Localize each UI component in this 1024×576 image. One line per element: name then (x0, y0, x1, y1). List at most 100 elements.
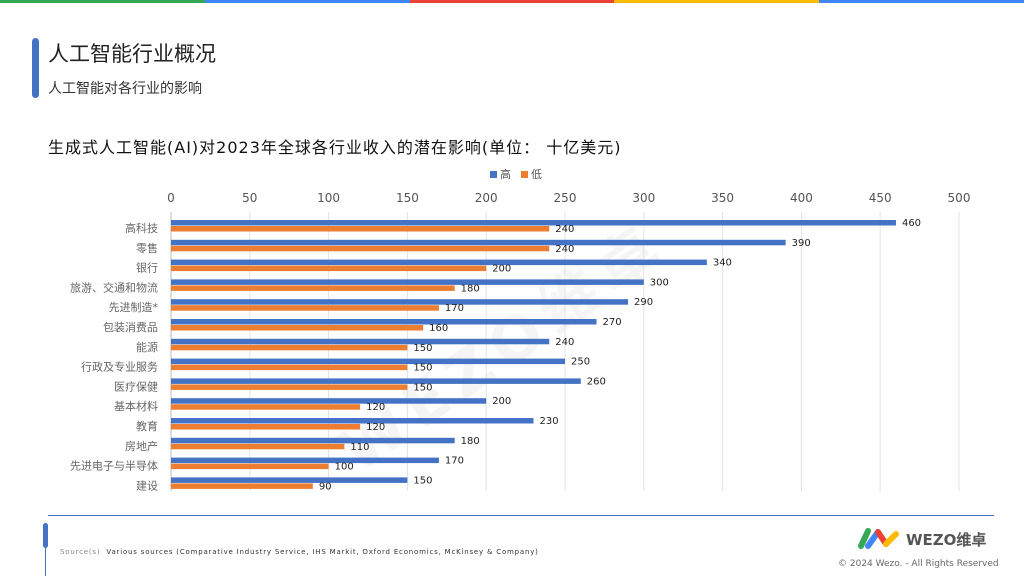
category-label: 高科技 (125, 221, 158, 235)
bar-high (171, 319, 597, 325)
data-label: 170 (445, 303, 464, 314)
category-label: 医疗保健 (114, 379, 158, 393)
logo-mark-icon (858, 528, 899, 549)
bar-low (171, 285, 455, 291)
data-label: 240 (555, 244, 574, 255)
data-label: 180 (461, 283, 480, 294)
data-label: 290 (634, 297, 653, 308)
bar-low (171, 483, 313, 489)
bar-high (171, 418, 534, 424)
category-label: 旅游、交通和物流 (70, 280, 158, 294)
title-accent (32, 38, 39, 98)
data-label: 460 (902, 218, 921, 229)
x-tick-label: 200 (475, 191, 498, 205)
legend-item-low: 低 (521, 166, 542, 182)
top-color-bar (0, 0, 1024, 3)
bar-low (171, 344, 408, 351)
data-label: 340 (713, 258, 732, 269)
data-label: 150 (413, 343, 432, 354)
x-tick-label: 500 (948, 191, 971, 205)
data-label: 240 (555, 337, 574, 348)
x-tick-label: 450 (869, 191, 892, 205)
category-label: 先进制造* (109, 300, 159, 314)
bar-high (171, 220, 896, 226)
page-title: 人工智能行业概况 (48, 42, 216, 66)
x-tick-label: 0 (167, 191, 175, 205)
bar-low (171, 384, 408, 390)
top-bar-segment (409, 0, 615, 3)
data-label: 390 (792, 238, 811, 249)
data-label: 120 (366, 402, 385, 413)
x-tick-label: 100 (317, 191, 340, 205)
top-bar-segment (204, 0, 410, 3)
category-label: 零售 (136, 241, 158, 255)
bar-low (171, 245, 550, 252)
data-label: 150 (413, 475, 432, 486)
bar-low (171, 443, 345, 450)
source-note: Source(s) Various sources (Comparative I… (60, 548, 539, 556)
x-tick-label: 50 (242, 191, 257, 205)
category-label: 教育 (136, 419, 158, 433)
category-label: 能源 (136, 340, 158, 354)
x-tick-label: 350 (711, 191, 734, 205)
bar-high (171, 259, 707, 266)
top-bar-segment (819, 0, 1024, 3)
top-bar-segment (614, 0, 820, 3)
bar-low (171, 364, 408, 371)
bar-low (171, 404, 361, 410)
data-label: 160 (429, 323, 448, 334)
chart-legend: 高 低 (490, 166, 542, 182)
bar-high (171, 299, 629, 305)
bar-high (171, 358, 565, 365)
footer-vline (45, 548, 46, 576)
data-label: 150 (413, 363, 432, 374)
data-label: 200 (492, 396, 511, 407)
category-label: 先进电子与半导体 (70, 459, 158, 473)
chart-title: 生成式人工智能(AI)对2023年全球各行业收入的潜在影响(单位： 十亿美元) (48, 138, 622, 157)
x-tick-label: 150 (396, 191, 419, 205)
data-label: 260 (587, 376, 606, 387)
data-label: 250 (571, 357, 590, 368)
bar-low (171, 463, 329, 470)
page-subtitle: 人工智能对各行业的影响 (48, 81, 202, 97)
category-label: 行政及专业服务 (81, 360, 158, 374)
bar-low (171, 226, 550, 232)
top-bar-segment (0, 0, 205, 3)
wezo-logo: WEZO维卓 (858, 526, 986, 552)
bar-low (171, 325, 424, 331)
bar-high (171, 457, 439, 464)
bar-low (171, 265, 487, 272)
data-label: 180 (461, 436, 480, 447)
x-tick-label: 300 (632, 191, 655, 205)
data-label: 150 (413, 382, 432, 393)
data-label: 300 (650, 277, 669, 288)
data-label: 170 (445, 456, 464, 467)
bar-low (171, 305, 439, 311)
bar-high (171, 239, 786, 246)
bar-high (171, 378, 581, 384)
bar-high (171, 477, 408, 483)
bar-high (171, 279, 644, 285)
data-label: 200 (492, 264, 511, 275)
x-tick-label: 250 (554, 191, 577, 205)
footer-divider (48, 515, 994, 516)
bar-high (171, 338, 550, 345)
category-label: 包装消费品 (103, 320, 158, 334)
data-label: 110 (350, 442, 369, 453)
data-label: 90 (319, 481, 332, 492)
data-label: 240 (555, 224, 574, 235)
data-label: 100 (335, 462, 354, 473)
category-label: 基本材料 (114, 399, 158, 413)
legend-item-high: 高 (490, 166, 511, 182)
data-label: 270 (603, 317, 622, 328)
category-label: 建设 (136, 478, 158, 492)
category-label: 银行 (136, 261, 158, 275)
x-tick-label: 400 (790, 191, 813, 205)
bar-high (171, 398, 487, 404)
footer-accent (43, 523, 48, 548)
bar-low (171, 424, 361, 430)
bar-high (171, 437, 455, 444)
data-label: 120 (366, 422, 385, 433)
category-label: 房地产 (125, 439, 158, 453)
